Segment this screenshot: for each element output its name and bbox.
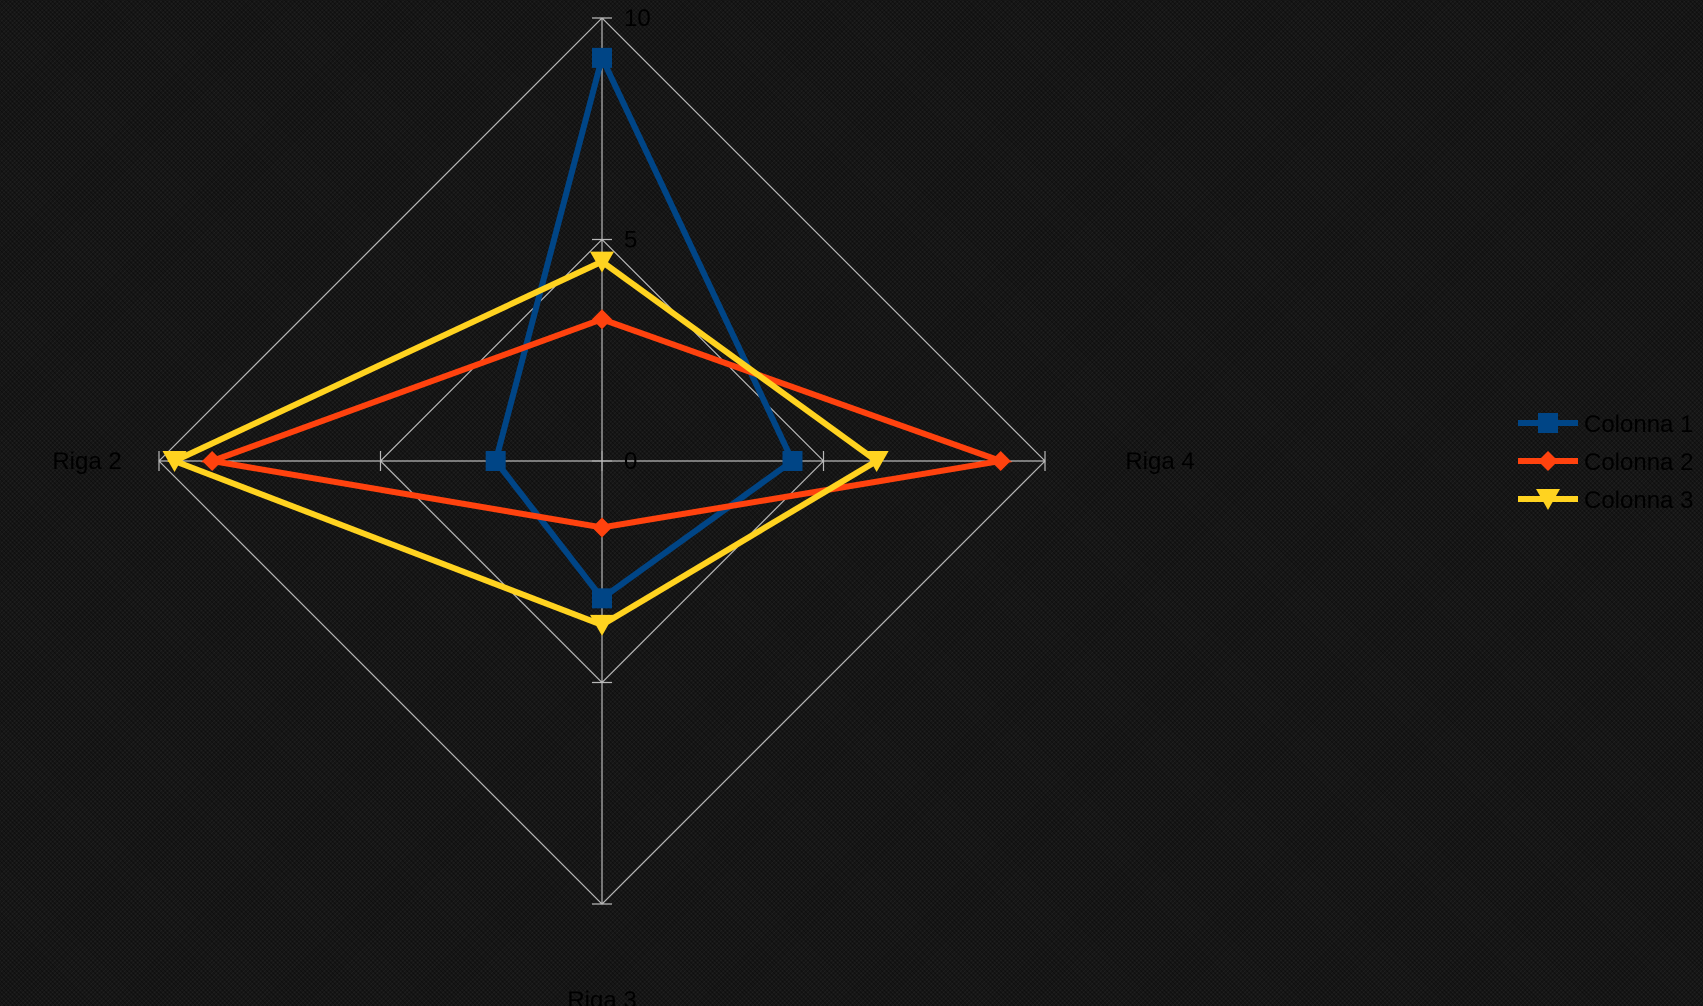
legend-label: Colonna 3: [1584, 487, 1693, 514]
radial-axis: 0 5 10: [158, 5, 1046, 905]
series-3: [162, 251, 889, 636]
legend-label: Colonna 2: [1584, 449, 1693, 476]
category-label: Riga 4: [1125, 448, 1194, 475]
marker-square: [592, 588, 612, 609]
legend-entry: Colonna 1: [1518, 411, 1693, 438]
tick-label: 5: [624, 227, 637, 254]
marker-diamond: [202, 451, 223, 471]
marker-triangle: [864, 451, 889, 472]
tick-label: 10: [624, 5, 651, 32]
marker-diamond: [1538, 451, 1558, 471]
marker-triangle: [162, 451, 187, 472]
series-line: [200, 316, 1013, 531]
marker-triangle: [590, 251, 614, 273]
marker-square: [592, 47, 612, 68]
category-label: Riga 3: [567, 987, 636, 1006]
series-2: [200, 309, 1013, 538]
tick-label: 0: [624, 448, 637, 475]
marker-square: [485, 451, 506, 471]
category-labels: Riga 2 Riga 3 Riga 4: [52, 448, 1194, 1006]
legend: Colonna 1 Colonna 2 Colonna 3: [1518, 411, 1693, 514]
legend-label: Colonna 1: [1584, 411, 1693, 438]
marker-triangle: [1536, 489, 1560, 510]
category-label: Riga 2: [52, 448, 121, 475]
series-plot: [162, 47, 1013, 636]
marker-triangle: [590, 614, 614, 636]
marker-square: [1538, 413, 1558, 433]
marker-diamond: [592, 517, 612, 538]
marker-diamond: [990, 451, 1011, 471]
marker-square: [782, 451, 803, 471]
marker-diamond: [592, 309, 612, 330]
legend-entry: Colonna 2: [1518, 449, 1693, 476]
series-1: [485, 47, 803, 609]
legend-entry: Colonna 3: [1518, 487, 1693, 514]
